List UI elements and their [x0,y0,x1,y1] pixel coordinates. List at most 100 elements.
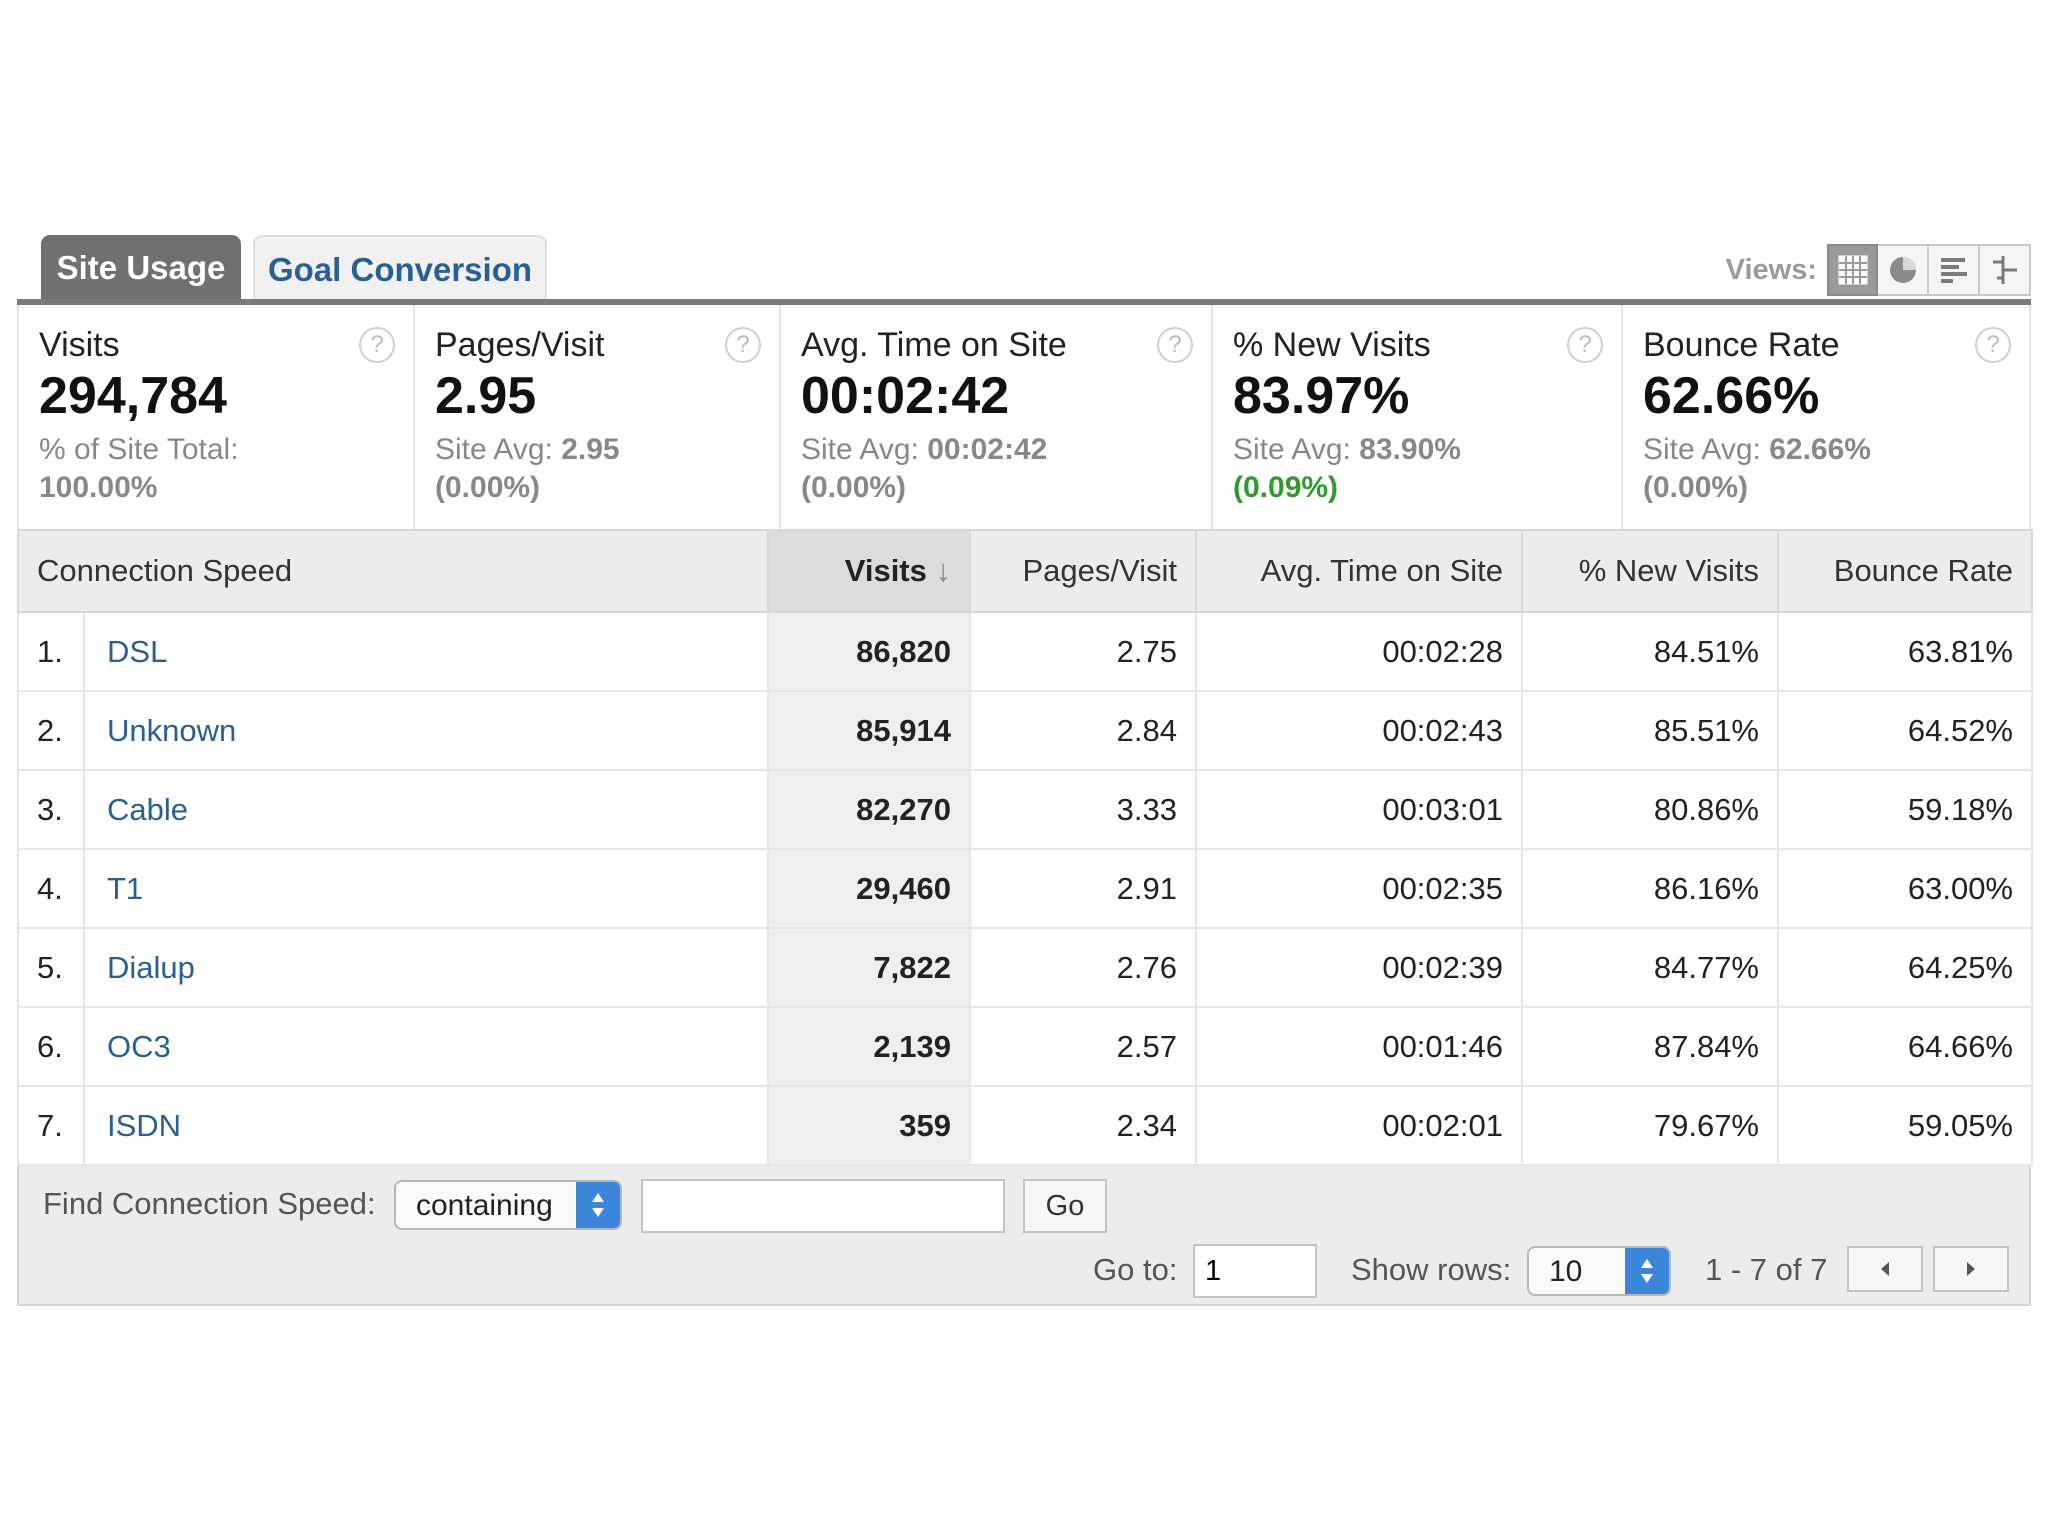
views-label: Views: [1725,253,1817,286]
prev-page-button[interactable] [1847,1246,1923,1292]
scorecard-sub-value: 00:02:42 [927,433,1048,466]
scorecard-bounce-rate: Bounce Rate 62.66% Site Avg: 62.66% (0.0… [1623,305,2029,529]
scorecard-sub-label: Site Avg: [1233,433,1351,466]
new-visits-cell: 84.77% [1521,928,1779,1008]
table-view-icon [1838,255,1867,285]
new-visits-cell: 86.16% [1521,849,1779,929]
connection-speed-link[interactable]: Cable [107,791,188,827]
updown-arrow-icon [1625,1248,1669,1294]
connection-speed-link[interactable]: DSL [107,633,168,669]
col-header-visits[interactable]: Visits ↓ [767,529,971,613]
view-switcher: Views: [1726,244,2031,296]
connection-speed-cell: Cable [83,770,769,850]
connection-speed-link[interactable]: Dialup [107,949,195,985]
bounce-rate-cell: 59.18% [1777,770,2033,850]
connection-speed-cell: OC3 [83,1007,769,1087]
table-header-row: Connection Speed Visits ↓ Pages/Visit Av… [17,529,2033,613]
scorecard-sub-pct: (0.09%) [1233,471,1339,504]
visits-cell: 85,914 [767,691,971,771]
bounce-rate-cell: 64.25% [1777,928,2033,1008]
report-panel: Site Usage Goal Conversion Views: [17,231,2033,1306]
connection-speed-link[interactable]: OC3 [107,1028,171,1064]
pages-visit-cell: 2.76 [969,928,1197,1008]
scorecard-value: 83.97% [1233,367,1410,425]
match-type-select[interactable]: containing [394,1180,622,1230]
avg-time-cell: 00:02:39 [1195,928,1523,1008]
pagination-status: 1 - 7 of 7 [1705,1252,1828,1287]
table-row: 4. T1 29,460 2.91 00:02:35 86.16% 63.00% [17,849,2033,929]
scorecard-sub-value: 2.95 [561,433,620,466]
comparison-view-icon [1992,256,2017,284]
chevron-left-icon [1881,1262,1889,1276]
scorecard-sub-value: 62.66% [1769,433,1871,466]
help-icon[interactable]: ? [359,327,395,363]
avg-time-cell: 00:01:46 [1195,1007,1523,1087]
help-icon[interactable]: ? [1975,327,2011,363]
pie-view-icon [1889,257,1916,283]
scorecard-sub: % of Site Total: 100.00% [39,431,413,507]
next-page-button[interactable] [1933,1246,2009,1292]
connection-speed-link[interactable]: ISDN [107,1107,182,1143]
visits-cell: 359 [767,1086,971,1166]
help-icon[interactable]: ? [1567,327,1603,363]
chevron-right-icon [1967,1262,1975,1276]
col-header-bounce-rate[interactable]: Bounce Rate [1777,529,2033,613]
connection-speed-cell: ISDN [83,1086,769,1166]
scorecard-value: 294,784 [39,367,227,425]
pie-view-button[interactable] [1878,244,1929,296]
col-header-connection-speed[interactable]: Connection Speed [17,529,769,613]
scorecard-sub-pct: (0.00%) [801,471,907,504]
table-row: 2. Unknown 85,914 2.84 00:02:43 85.51% 64.52% [17,691,2033,771]
scorecard-title: Pages/Visit [435,326,605,364]
new-visits-cell: 80.86% [1521,770,1779,850]
avg-time-cell: 00:02:35 [1195,849,1523,929]
row-number: 5. [17,928,84,1008]
pages-visit-cell: 2.84 [969,691,1197,771]
pages-visit-cell: 3.33 [969,770,1197,850]
scorecard-sub-value: 83.90% [1359,433,1461,466]
tab-site-usage[interactable]: Site Usage [41,235,241,299]
pages-visit-cell: 2.75 [969,612,1197,692]
comparison-view-button[interactable] [1980,244,2031,296]
visits-cell: 86,820 [767,612,971,692]
scorecard-sub-label: Site Avg: [1643,433,1761,466]
help-icon[interactable]: ? [725,327,761,363]
help-icon[interactable]: ? [1157,327,1193,363]
goto-page-input[interactable] [1193,1244,1317,1298]
bounce-rate-cell: 64.52% [1777,691,2033,771]
scorecard-sub-label: Site Avg: [801,433,919,466]
scorecard-sub: Site Avg: 2.95 (0.00%) [435,431,779,507]
go-button[interactable]: Go [1023,1179,1107,1233]
pages-visit-cell: 2.57 [969,1007,1197,1087]
show-rows-label: Show rows: [1351,1252,1512,1287]
scorecards: Visits 294,784 % of Site Total: 100.00% … [17,305,2031,529]
show-rows-value: 10 [1549,1255,1583,1288]
scorecard-sub: Site Avg: 00:02:42 (0.00%) [801,431,1211,507]
row-number: 6. [17,1007,84,1087]
find-input[interactable] [641,1179,1005,1233]
scorecard-value: 62.66% [1643,367,1820,425]
show-rows-select[interactable]: 10 [1527,1246,1671,1296]
find-label: Find Connection Speed: [43,1186,376,1221]
avg-time-cell: 00:02:01 [1195,1086,1523,1166]
table-row: 5. Dialup 7,822 2.76 00:02:39 84.77% 64.25% [17,928,2033,1008]
col-header-new-visits[interactable]: % New Visits [1521,529,1779,613]
tab-goal-conversion[interactable]: Goal Conversion [253,235,547,299]
visits-cell: 29,460 [767,849,971,929]
visits-cell: 7,822 [767,928,971,1008]
table-view-button[interactable] [1827,244,1878,296]
pages-visit-cell: 2.34 [969,1086,1197,1166]
visits-cell: 82,270 [767,770,971,850]
bar-view-button[interactable] [1929,244,1980,296]
connection-speed-cell: Unknown [83,691,769,771]
table-row: 7. ISDN 359 2.34 00:02:01 79.67% 59.05% [17,1086,2033,1166]
connection-speed-link[interactable]: T1 [107,870,144,906]
col-header-avg-time[interactable]: Avg. Time on Site [1195,529,1523,613]
scorecard-title: Visits [39,326,120,364]
scorecard-avg-time: Avg. Time on Site 00:02:42 Site Avg: 00:… [781,305,1213,529]
scorecard-title: Bounce Rate [1643,326,1840,364]
col-header-pages-visit[interactable]: Pages/Visit [969,529,1197,613]
bounce-rate-cell: 59.05% [1777,1086,2033,1166]
tabs-row: Site Usage Goal Conversion Views: [17,231,2031,299]
connection-speed-link[interactable]: Unknown [107,712,237,748]
